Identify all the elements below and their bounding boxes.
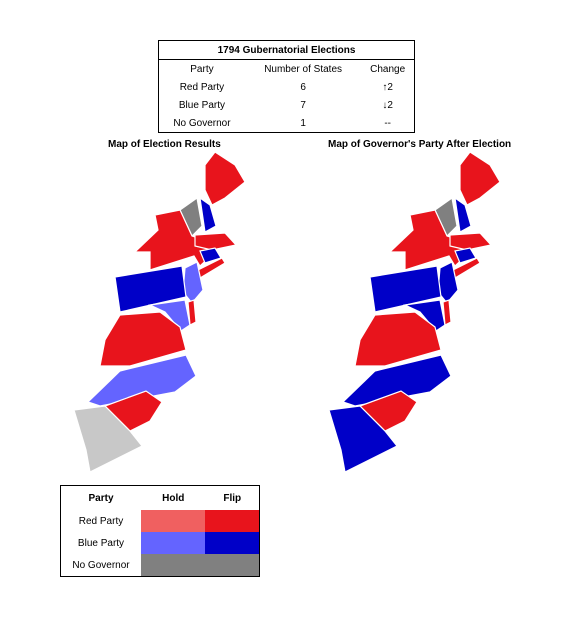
legend-table: Party Hold Flip Red Party Blue Party No Gover… [60, 485, 260, 577]
map-title: Map of Governor's Party After Election [328, 139, 512, 150]
state [199, 196, 217, 233]
legend-row: Red Party [61, 510, 260, 532]
column-header: Hold [162, 492, 185, 504]
cell: 7 [300, 99, 306, 111]
state [369, 265, 442, 313]
state [328, 405, 398, 473]
map-title: Map of Election Results [108, 139, 221, 150]
legend-swatch [205, 510, 260, 532]
table-row: Red Party 6 ↑2 [159, 78, 415, 96]
state [354, 311, 442, 367]
cell: Blue Party [178, 99, 226, 111]
state [99, 311, 187, 367]
state [204, 151, 246, 206]
cell: ↑2 [382, 81, 393, 93]
state [147, 299, 191, 332]
column-header: Party [190, 63, 214, 75]
map-after [328, 151, 501, 473]
table-title: 1794 Gubernatorial Elections [158, 40, 415, 60]
legend-row: Blue Party [61, 532, 260, 554]
state [73, 405, 143, 473]
column-header: Change [370, 63, 406, 75]
legend-label: Blue Party [77, 537, 125, 549]
header-row: Party Number of States Change [159, 60, 415, 79]
summary-table: 1794 Gubernatorial Elections Party Number … [158, 40, 415, 133]
title-row: 1794 Gubernatorial Elections [158, 40, 415, 60]
column-header: Number of States [264, 63, 342, 75]
header-row: Party Hold Flip [61, 486, 260, 511]
column-header: Flip [223, 492, 242, 504]
state [187, 299, 197, 326]
cell: 6 [300, 81, 306, 93]
state [133, 209, 213, 271]
legend-swatch [205, 532, 260, 554]
state [402, 299, 446, 332]
maps [73, 151, 501, 473]
map-results [73, 151, 246, 473]
legend-swatch [141, 510, 206, 532]
cell: -- [384, 117, 391, 129]
state [341, 354, 452, 407]
state [388, 209, 468, 271]
legend-row: No Governor [61, 554, 260, 577]
legend-label: No Governor [72, 559, 130, 571]
state [114, 265, 187, 313]
state [454, 196, 472, 233]
cell: Red Party [179, 81, 225, 93]
state [459, 151, 501, 206]
table-row: Blue Party 7 ↓2 [159, 96, 415, 114]
cell: ↓2 [382, 99, 393, 111]
cell: No Governor [173, 117, 231, 129]
legend-swatch [141, 532, 206, 554]
table-row: No Governor 1 -- [159, 114, 415, 133]
state [442, 299, 452, 326]
state [86, 354, 197, 407]
cell: 1 [300, 117, 306, 129]
legend-swatch [141, 554, 260, 577]
column-header: Party [88, 492, 114, 504]
legend-label: Red Party [78, 515, 124, 527]
state [194, 232, 238, 251]
state [449, 232, 493, 251]
